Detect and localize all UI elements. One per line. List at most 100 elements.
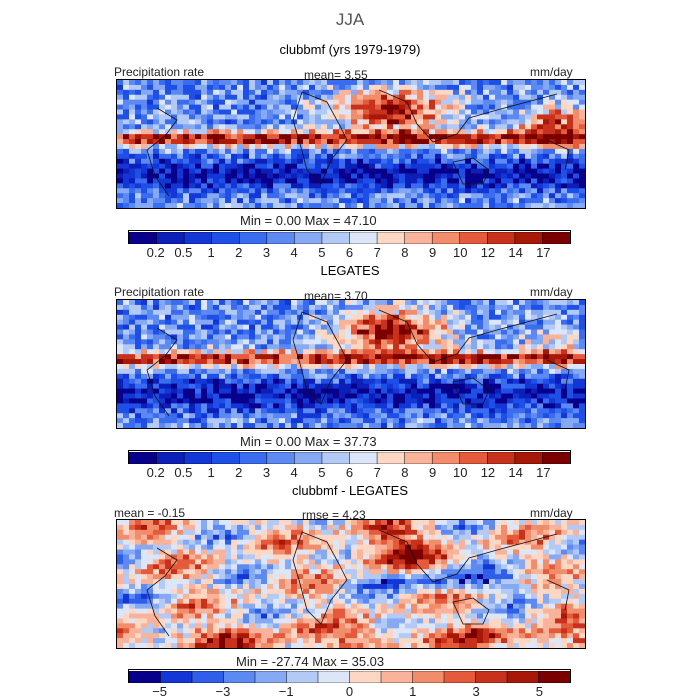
panel-2-title: LEGATES (320, 263, 380, 278)
heatmap-cell (519, 544, 526, 551)
heatmap-cell (471, 314, 478, 321)
heatmap-cell (567, 84, 574, 91)
heatmap-cell (147, 104, 154, 111)
heatmap-cell (183, 139, 190, 145)
heatmap-cell (561, 314, 568, 321)
heatmap-cell (483, 178, 490, 184)
heatmap-cell (573, 309, 580, 316)
heatmap-cell (375, 84, 382, 91)
heatmap-cell (501, 373, 508, 380)
heatmap-cell (495, 334, 502, 340)
heatmap-cell (465, 383, 472, 390)
heatmap-cell (573, 80, 580, 86)
heatmap-cell (333, 134, 340, 140)
heatmap-cell (297, 158, 304, 165)
heatmap-cell (261, 539, 268, 546)
heatmap-cell (489, 309, 496, 316)
heatmap-cell (417, 314, 424, 321)
heatmap-cell (567, 163, 574, 170)
heatmap-cell (447, 94, 454, 101)
heatmap-cell (501, 359, 508, 365)
heatmap-cell (465, 364, 472, 370)
heatmap-cell (489, 319, 496, 326)
heatmap-cell (219, 529, 226, 536)
heatmap-cell (285, 109, 292, 116)
heatmap-cell (279, 423, 286, 429)
heatmap-cell (393, 173, 400, 180)
heatmap-cell (195, 319, 202, 326)
heatmap-cell (243, 554, 250, 560)
heatmap-cell (573, 304, 580, 311)
heatmap-cell (135, 393, 142, 400)
heatmap-cell (231, 168, 238, 175)
heatmap-cell (135, 144, 142, 150)
heatmap-cell (243, 173, 250, 180)
heatmap-cell (135, 368, 142, 375)
heatmap-cell (219, 373, 226, 380)
heatmap-cell (447, 359, 454, 365)
heatmap-cell (555, 139, 562, 145)
heatmap-cell (393, 89, 400, 96)
heatmap-cell (429, 183, 436, 189)
heatmap-cell (213, 569, 220, 575)
heatmap-cell (387, 324, 394, 331)
heatmap-cell (573, 300, 580, 306)
heatmap-cell (303, 368, 310, 375)
heatmap-cell (291, 393, 298, 400)
heatmap-cell (135, 104, 142, 111)
heatmap-cell (135, 304, 142, 311)
heatmap-cell (345, 109, 352, 116)
heatmap-cell (549, 198, 556, 204)
heatmap-cell (417, 139, 424, 145)
heatmap-cell (471, 339, 478, 345)
heatmap-cell (495, 524, 502, 531)
heatmap-cell (189, 129, 196, 135)
heatmap-cell (573, 539, 580, 546)
heatmap-cell (177, 198, 184, 204)
heatmap-cell (315, 144, 322, 150)
heatmap-cell (381, 354, 388, 360)
heatmap-cell (441, 178, 448, 184)
heatmap-cell (327, 524, 334, 531)
heatmap-cell (489, 383, 496, 390)
heatmap-cell (189, 549, 196, 556)
heatmap-cell (285, 203, 292, 209)
heatmap-cell (249, 309, 256, 316)
heatmap-cell (471, 383, 478, 390)
heatmap-cell (303, 359, 310, 365)
heatmap-cell (453, 304, 460, 311)
heatmap-cell (363, 388, 370, 395)
heatmap-cell (567, 368, 574, 375)
heatmap-cell (507, 549, 514, 556)
heatmap-cell (213, 364, 220, 370)
heatmap-cell (471, 84, 478, 91)
heatmap-cell (135, 168, 142, 175)
heatmap-cell (213, 524, 220, 531)
heatmap-cell (435, 529, 442, 536)
heatmap-cell (261, 163, 268, 170)
heatmap-cell (285, 99, 292, 106)
heatmap-cell (177, 104, 184, 111)
heatmap-cell (513, 129, 520, 135)
heatmap-cell (135, 388, 142, 395)
heatmap-cell (345, 339, 352, 345)
heatmap-cell (567, 324, 574, 331)
heatmap-cell (465, 388, 472, 395)
heatmap-cell (519, 304, 526, 311)
heatmap-cell (135, 188, 142, 194)
heatmap-cell (249, 304, 256, 311)
heatmap-cell (141, 319, 148, 326)
heatmap-cell (519, 529, 526, 536)
heatmap-cell (291, 324, 298, 331)
heatmap-cell (213, 319, 220, 326)
heatmap-cell (147, 354, 154, 360)
heatmap-cell (279, 203, 286, 209)
heatmap-cell (561, 319, 568, 326)
heatmap-cell (489, 134, 496, 140)
heatmap-cell (159, 104, 166, 111)
heatmap-cell (567, 549, 574, 556)
heatmap-cell (117, 423, 124, 429)
heatmap-cell (531, 188, 538, 194)
heatmap-cell (507, 89, 514, 96)
heatmap-cell (153, 104, 160, 111)
